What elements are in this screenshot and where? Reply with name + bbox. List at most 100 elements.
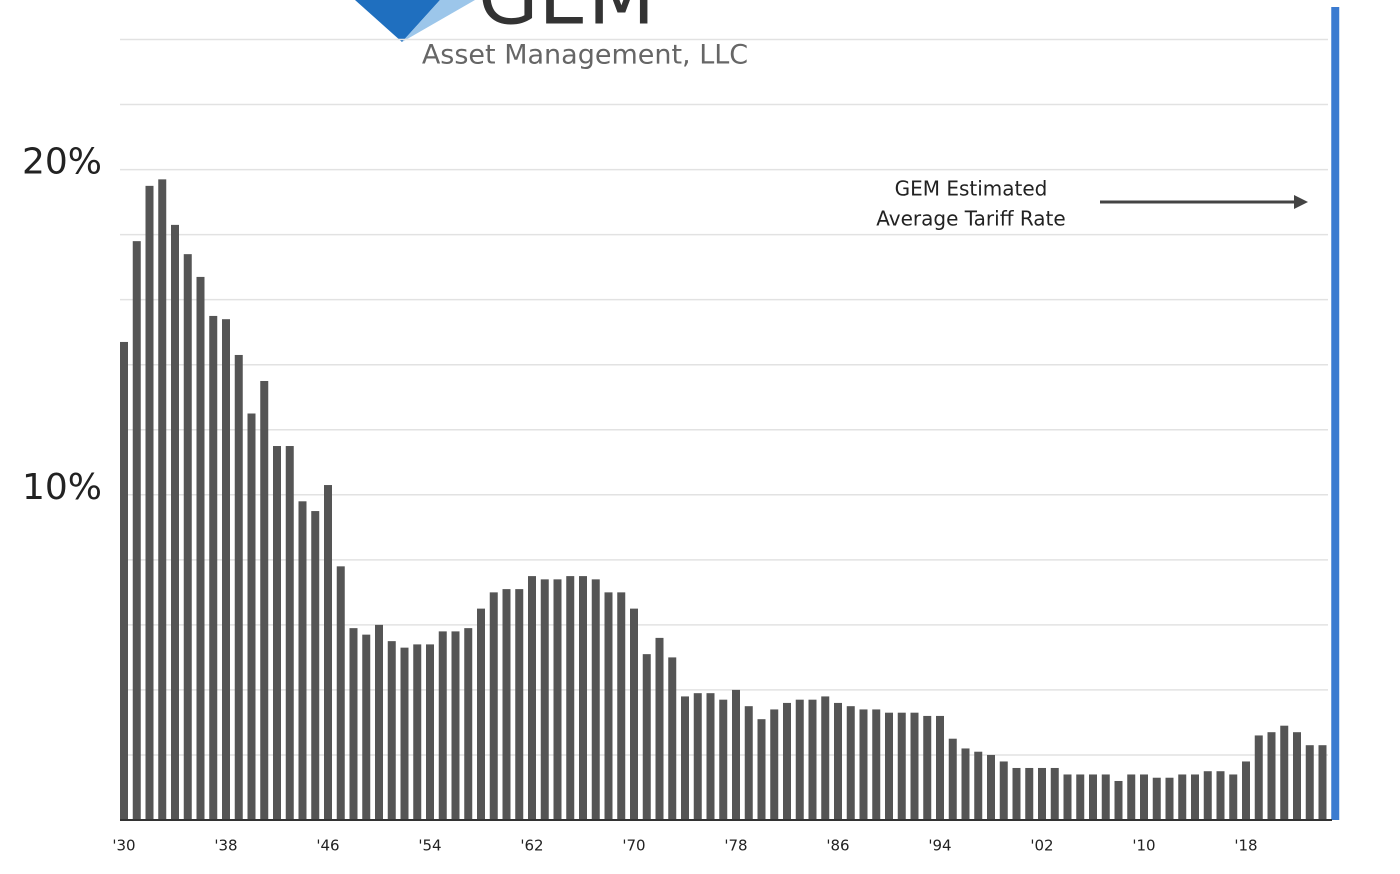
x-tick-label: '38: [214, 837, 237, 855]
bar: [362, 634, 371, 820]
bar: [668, 657, 677, 820]
bar: [1229, 774, 1238, 820]
bar: [413, 644, 422, 820]
bar: [285, 446, 294, 820]
bar: [693, 693, 702, 820]
bar: [247, 413, 256, 820]
bar: [808, 699, 817, 820]
bar: [744, 706, 753, 820]
logo-name: GEM: [478, 0, 655, 42]
x-tick-label: '94: [928, 837, 951, 855]
bar: [298, 501, 307, 820]
bar: [770, 709, 779, 820]
bar: [783, 702, 791, 820]
bar: [834, 702, 842, 820]
bar: [897, 712, 906, 820]
bar: [821, 696, 830, 820]
x-tick-label: '10: [1132, 837, 1155, 855]
bar: [872, 709, 881, 820]
bar: [579, 576, 587, 820]
bar: [706, 693, 715, 820]
y-tick-label: 20%: [22, 142, 102, 183]
logo-mark: [355, 0, 440, 42]
bar: [1318, 745, 1327, 820]
bar: [566, 576, 575, 820]
bar: [400, 647, 409, 820]
bar: [961, 748, 970, 820]
bar: [885, 712, 893, 820]
bar: [132, 241, 141, 821]
bar: [234, 354, 243, 820]
bar: [120, 341, 128, 820]
bar: [145, 185, 154, 821]
bar: [1293, 732, 1301, 820]
bar: [936, 715, 944, 820]
bar: [719, 699, 728, 820]
bar: [923, 715, 932, 820]
bar: [1216, 771, 1225, 820]
x-tick-label: '78: [724, 837, 747, 855]
bar: [451, 631, 460, 820]
bar: [1305, 745, 1314, 820]
bar: [1280, 725, 1289, 820]
bar: [795, 699, 804, 820]
bar: [196, 276, 205, 820]
bar: [1191, 774, 1199, 820]
bar: [260, 380, 269, 820]
annotation: Average Tariff Rate: [876, 207, 1065, 231]
bar: [158, 179, 167, 820]
bar: [540, 579, 549, 820]
bar: [604, 592, 613, 820]
bar: [502, 589, 511, 820]
x-tick-label: '70: [622, 837, 645, 855]
bar: [1038, 767, 1046, 820]
bar: [1140, 774, 1148, 820]
bar: [1025, 767, 1034, 820]
y-tick-label: 10%: [22, 467, 102, 508]
bar: [515, 589, 524, 820]
bar: [528, 576, 536, 820]
bar: [642, 654, 651, 820]
bar: [1267, 732, 1276, 820]
annotation-arrowhead: [1294, 195, 1308, 209]
x-tick-label: '62: [520, 837, 543, 855]
bar: [999, 761, 1008, 820]
x-tick-label: '86: [826, 837, 849, 855]
bar: [1114, 780, 1123, 820]
bar: [1203, 771, 1212, 820]
bar: [859, 709, 868, 820]
bar: [655, 637, 664, 820]
logo: GEM Asset Management, LLC: [355, 0, 748, 71]
bar: [1076, 774, 1085, 820]
bar: [273, 446, 281, 820]
bar: [1165, 777, 1174, 820]
bar: [1050, 767, 1059, 820]
annotation: GEM Estimated: [895, 177, 1048, 201]
bar: [732, 689, 740, 820]
logo-mark: [402, 0, 475, 42]
bar: [757, 719, 766, 820]
bar: [1127, 774, 1136, 820]
bar: [910, 712, 919, 820]
bar: [630, 608, 638, 820]
bar: [974, 751, 983, 820]
bar: [948, 738, 957, 820]
bar: [222, 319, 230, 820]
bar: [1331, 7, 1340, 820]
bar: [987, 754, 995, 820]
bar: [1012, 767, 1021, 820]
bar: [846, 706, 855, 820]
bar: [553, 579, 562, 820]
x-tick-label: '54: [418, 837, 441, 855]
bar: [1089, 774, 1097, 820]
logo-subtitle: Asset Management, LLC: [422, 40, 748, 71]
bar: [183, 254, 192, 821]
bar: [591, 579, 600, 820]
x-tick-label: '18: [1234, 837, 1257, 855]
bar: [1101, 774, 1110, 820]
bar: [209, 315, 218, 820]
bar: [1063, 774, 1072, 820]
bar: [387, 641, 396, 820]
bar: [1152, 777, 1161, 820]
